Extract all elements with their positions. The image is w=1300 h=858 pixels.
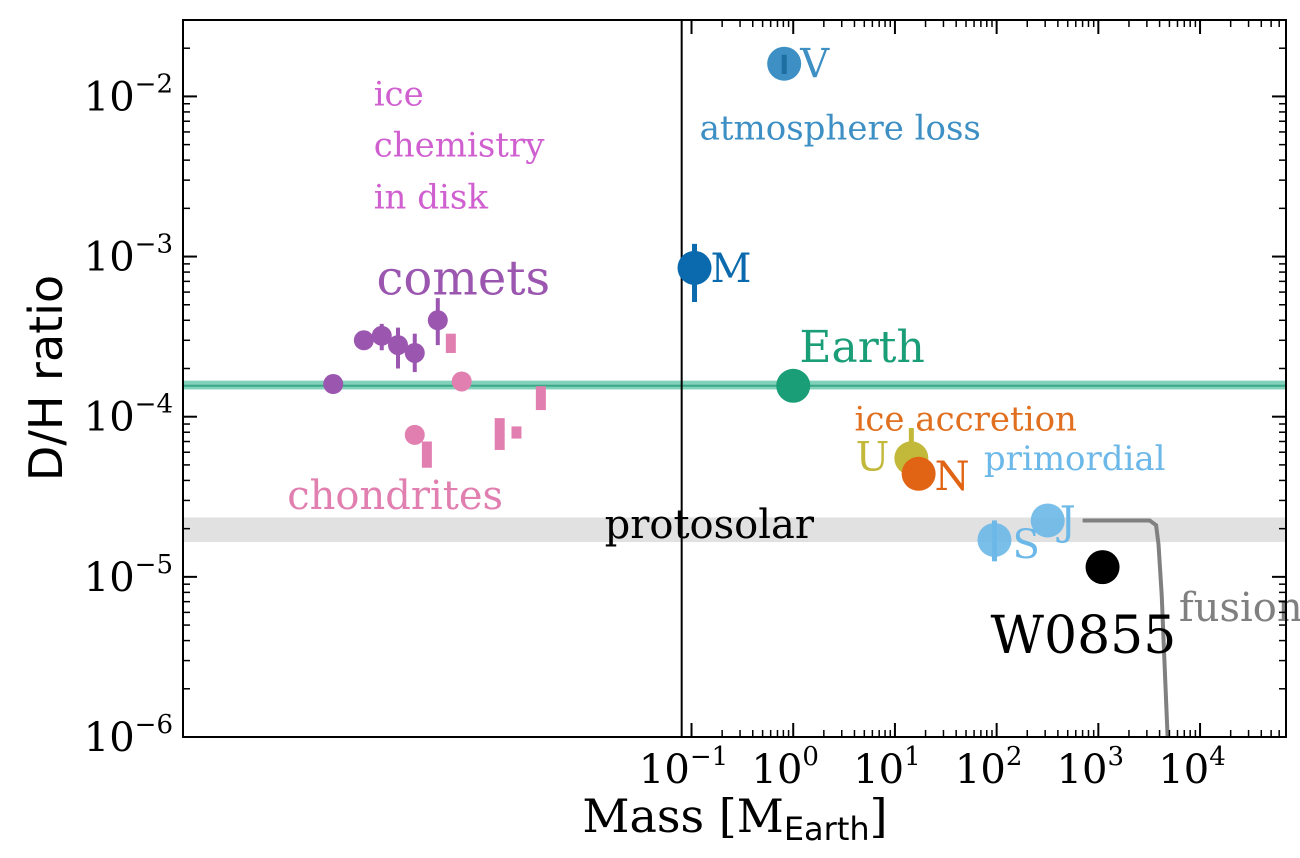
x-tick-label: 100 xyxy=(752,742,819,793)
annotation-ice-chemistry-3: in disk xyxy=(374,177,489,217)
comet-point xyxy=(371,325,392,346)
annotations-layer: V M U NSJ W0855 ice chemistry in disk comets chon… xyxy=(287,42,1300,666)
x-tick-label: 10−1 xyxy=(639,742,728,793)
y-tick-label: 10−4 xyxy=(84,390,173,441)
annotation-atmosphere-loss: atmosphere loss xyxy=(700,108,981,148)
chondrite-range xyxy=(445,333,456,353)
annotation-ice-chemistry-1: ice xyxy=(374,74,424,114)
chondrite-point xyxy=(404,424,425,445)
y-tick-label: 10−3 xyxy=(84,230,173,281)
w0855-label: W0855 xyxy=(991,606,1177,666)
mars-label: M xyxy=(711,246,752,292)
x-tick-label: 102 xyxy=(955,742,1022,793)
axes-frame xyxy=(182,19,1287,738)
y-tick-label: 10−6 xyxy=(84,710,173,761)
bands-layer xyxy=(183,20,1286,737)
x-axis-label: Mass [MEarth] xyxy=(582,789,887,848)
y-axis-label: D/H ratio xyxy=(19,275,73,481)
venus-label: V xyxy=(799,42,830,88)
annotation-comets: comets xyxy=(377,250,551,306)
chondrite-range xyxy=(494,418,505,450)
y-tick-label: 10−5 xyxy=(84,550,173,601)
annotation-protosolar: protosolar xyxy=(605,502,815,548)
data-layer xyxy=(323,46,1120,585)
chondrite-range xyxy=(421,441,432,468)
annotation-ice-chemistry-2: chemistry xyxy=(374,126,546,166)
comet-point xyxy=(404,342,425,363)
x-axis-label-close: ] xyxy=(870,789,888,843)
jupiter-label: J xyxy=(1056,498,1076,544)
comet-point xyxy=(353,330,374,351)
annotation-primordial: primordial xyxy=(984,439,1166,479)
ticks-layer: 10−6 10−5 10−4 10−3 10−2 10−1 100 101 102 103 104 xyxy=(84,20,1286,793)
annotation-chondrites: chondrites xyxy=(287,473,503,519)
annotation-ice-accretion: ice accretion xyxy=(854,400,1076,440)
comet-point xyxy=(427,310,448,331)
chondrite-range xyxy=(535,386,546,411)
x-tick-label: 101 xyxy=(853,742,920,793)
x-axis-label-sub: Earth xyxy=(784,810,870,848)
x-tick-label: 103 xyxy=(1057,742,1124,793)
jupiter-point xyxy=(1030,503,1065,538)
chondrite-point xyxy=(451,371,472,392)
x-tick-label: 104 xyxy=(1158,742,1225,793)
earth-point xyxy=(776,368,811,403)
uranus-label: U xyxy=(856,434,890,480)
neptune-label: N xyxy=(935,454,970,500)
fusion-layer xyxy=(1082,518,1170,738)
comet-point xyxy=(323,374,344,395)
w0855-point xyxy=(1085,550,1120,585)
saturn-label: S xyxy=(1012,522,1039,568)
chondrite-range xyxy=(511,426,522,439)
annotation-earth: Earth xyxy=(799,322,924,373)
y-tick-label: 10−2 xyxy=(84,69,173,120)
fusion-curve xyxy=(1082,518,1170,738)
plot-frame xyxy=(182,19,1287,738)
neptune-point xyxy=(901,456,936,491)
x-axis-label-main: Mass [M xyxy=(582,789,783,843)
comet-point xyxy=(387,335,408,356)
